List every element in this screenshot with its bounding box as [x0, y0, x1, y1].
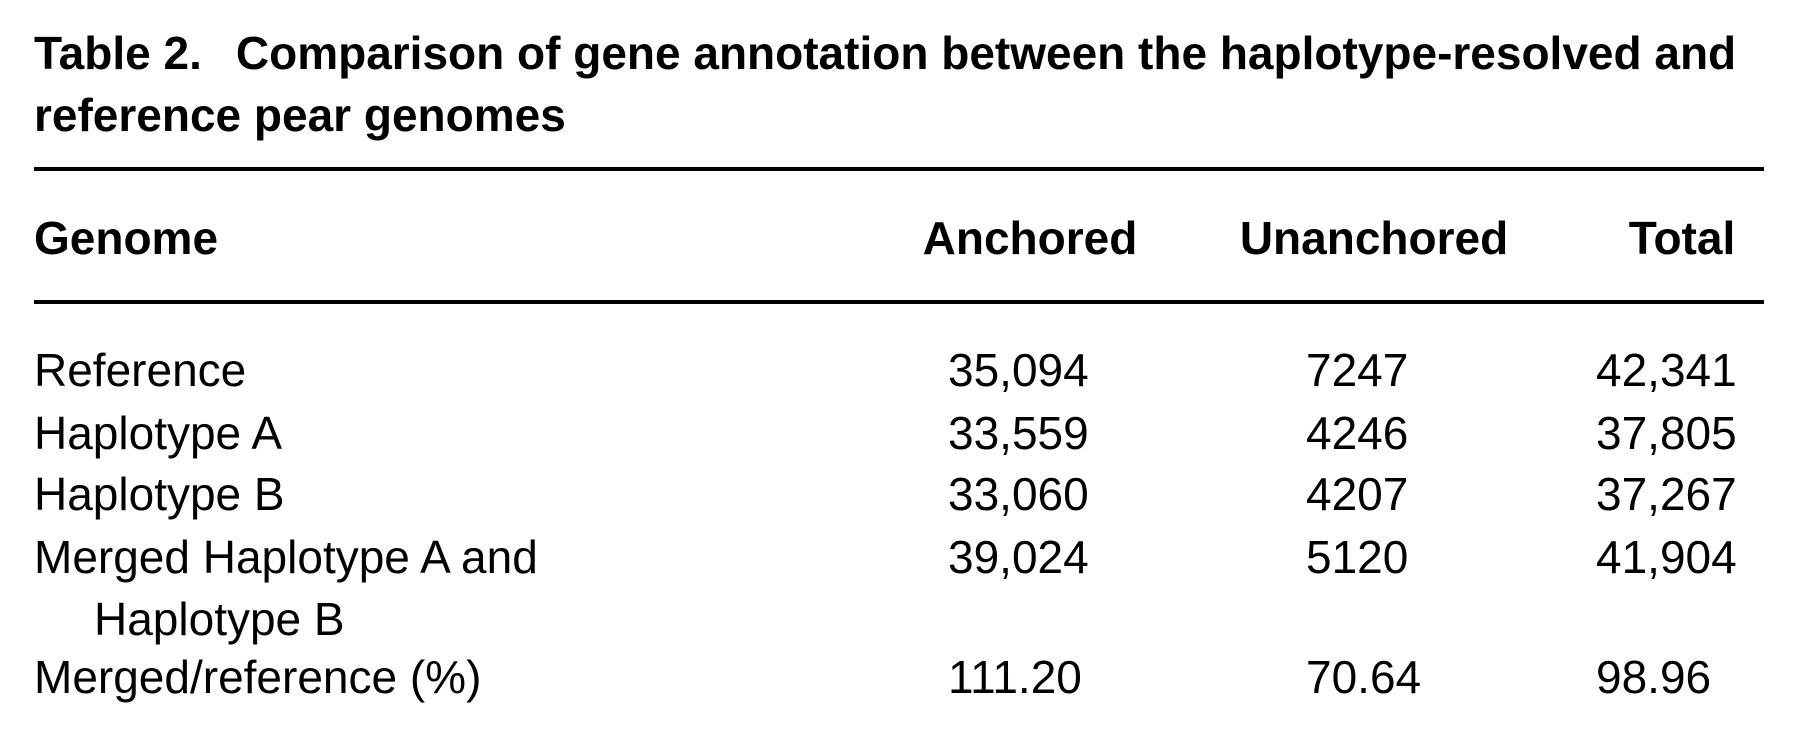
cell-value: 70.64: [1306, 651, 1422, 703]
column-header: Genome: [34, 212, 219, 264]
column-header: Anchored: [922, 212, 1138, 264]
cell-value: 37,805: [1596, 407, 1737, 459]
cell-value: 35,094: [948, 344, 1089, 396]
header-rule: [34, 300, 1764, 304]
cell-value: 37,267: [1596, 468, 1737, 520]
row-label: Merged Haplotype A and Haplotype B: [34, 531, 538, 645]
top-rule: [34, 167, 1764, 171]
cell-value: 4207: [1306, 468, 1409, 520]
cell-value: 33,060: [948, 468, 1089, 520]
cell-value: 111.20: [948, 651, 1082, 703]
column-header: Total: [1628, 212, 1736, 264]
cell-value: 42,341: [1596, 344, 1737, 396]
table-label: Table 2.: [34, 27, 202, 79]
cell-value: 5120: [1306, 531, 1409, 583]
row-label: Reference: [34, 344, 247, 396]
cell-value: 98.96: [1596, 651, 1712, 703]
cell-value: 33,559: [948, 407, 1089, 459]
cell-value: 39,024: [948, 531, 1089, 583]
cell-value: 41,904: [1596, 531, 1737, 583]
column-header: Unanchored: [1239, 212, 1509, 264]
cell-value: 4246: [1306, 407, 1409, 459]
row-label: Merged/reference (%): [34, 651, 482, 703]
table-title: Comparison of gene annotation between th…: [34, 27, 1737, 141]
row-label: Haplotype B: [34, 468, 285, 520]
row-label: Haplotype A: [34, 407, 283, 459]
table-caption: Table 2. Comparison of gene annotation be…: [34, 22, 1774, 146]
cell-value: 7247: [1306, 344, 1409, 396]
